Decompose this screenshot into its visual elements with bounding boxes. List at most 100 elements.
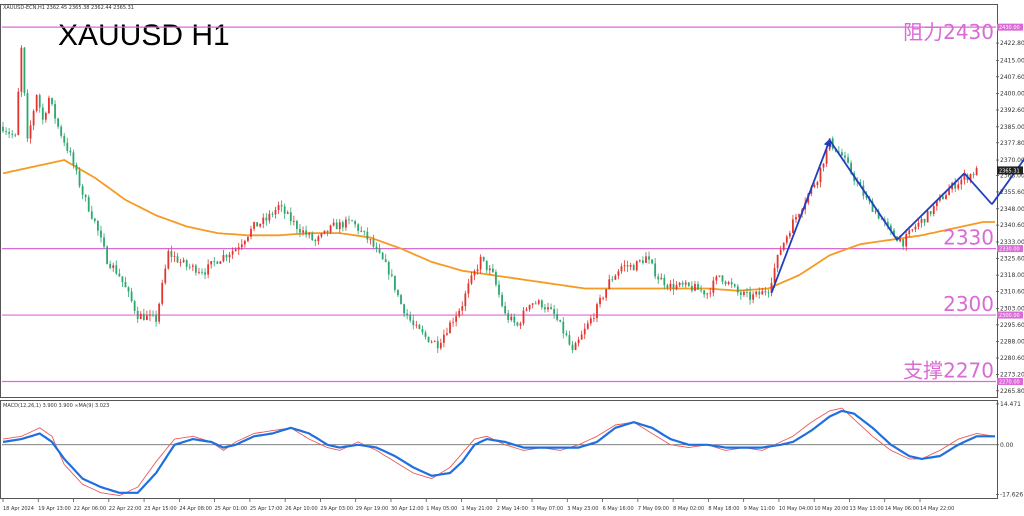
- y-tick-label: 2340.60: [1000, 222, 1024, 229]
- candle-body: [553, 309, 556, 314]
- candle-body: [880, 218, 883, 220]
- candle-body: [534, 303, 537, 305]
- candle-body: [268, 213, 271, 221]
- candle-body: [642, 260, 644, 263]
- level-tag-label-2: 2300.00: [999, 313, 1020, 319]
- y-tick-label: 2407.60: [1000, 74, 1024, 81]
- candle-body: [228, 254, 231, 258]
- candle-body: [957, 184, 960, 189]
- candle-body: [678, 282, 681, 286]
- current-price-tag: [997, 166, 1023, 175]
- candle-body: [234, 249, 237, 252]
- candle-body: [170, 251, 173, 257]
- candle-body: [528, 304, 531, 310]
- y-tick-label: 2288.00: [1000, 339, 1024, 346]
- x-tick-label: 25 Apr 17:00: [250, 506, 283, 512]
- candle-body: [345, 219, 347, 228]
- candle-body: [311, 233, 314, 240]
- level-tag-label-0: 2430.00: [999, 25, 1020, 31]
- candle-body: [911, 229, 914, 231]
- candle-body: [427, 336, 430, 343]
- candle-body: [32, 110, 35, 126]
- candle-body: [589, 318, 592, 324]
- candle-body: [694, 284, 696, 291]
- candle-body: [899, 239, 901, 242]
- candle-body: [531, 303, 534, 305]
- candle-body: [755, 291, 758, 295]
- macd-tick-label: 0.00: [1000, 442, 1014, 449]
- candle-body: [403, 304, 405, 314]
- chart-title: XAUUSD H1: [58, 19, 230, 52]
- x-tick-label: 29 Apr 19:00: [356, 506, 389, 512]
- candle-body: [11, 133, 14, 135]
- candle-body: [191, 265, 194, 267]
- candle-body: [372, 239, 375, 247]
- level-tag-0: [997, 23, 1023, 31]
- candle-body: [914, 226, 917, 230]
- candle-body: [690, 285, 693, 291]
- macd-tick-label: 14.471: [1000, 401, 1021, 408]
- candle-body: [706, 293, 709, 295]
- candle-body: [544, 307, 546, 310]
- candle-body: [194, 265, 197, 273]
- x-tick-label: 8 May 18:00: [708, 506, 739, 512]
- candle-body: [262, 217, 265, 224]
- candle-body: [651, 259, 653, 264]
- x-tick-label: 22 Apr 22:00: [109, 506, 142, 512]
- candle-body: [296, 221, 298, 230]
- candle-body: [623, 265, 626, 267]
- wave-segment: [896, 172, 966, 241]
- price-pane-frame: [0, 4, 998, 398]
- candle-body: [510, 316, 513, 320]
- candle-body: [292, 221, 295, 222]
- candle-body: [586, 323, 589, 329]
- candle-body: [669, 283, 672, 288]
- candle-body: [850, 162, 852, 174]
- candle-body: [259, 223, 262, 227]
- y-tick-label: 2370.00: [1000, 157, 1024, 164]
- candle-body: [8, 132, 11, 134]
- candle-body: [626, 265, 629, 267]
- candle-body: [179, 261, 182, 263]
- candle-body: [788, 233, 791, 237]
- candle-body: [329, 225, 332, 233]
- candle-body: [635, 261, 638, 271]
- candle-body: [317, 236, 320, 242]
- candle-body: [69, 150, 72, 153]
- candle-body: [439, 342, 442, 349]
- candle-body: [384, 259, 387, 262]
- candle-body: [442, 334, 445, 343]
- wave-segment: [963, 172, 993, 205]
- candle-body: [286, 212, 289, 214]
- candle-body: [945, 195, 947, 200]
- candle-body: [507, 313, 510, 320]
- candle-body: [452, 321, 454, 323]
- candle-body: [739, 292, 742, 295]
- candle-body: [167, 251, 170, 269]
- macd-info: MACD(12,26,1) 3.900 3.900 ∞MA(9) 3.023: [3, 403, 109, 409]
- candle-body: [703, 290, 706, 295]
- candle-body: [654, 263, 657, 277]
- x-tick-label: 9 May 11:00: [744, 506, 775, 512]
- candle-body: [106, 246, 108, 265]
- candle-body: [400, 295, 402, 305]
- y-tick-label: 2265.80: [1000, 388, 1024, 395]
- candle-body: [149, 314, 151, 316]
- y-tick-label: 2355.60: [1000, 189, 1024, 196]
- y-tick-label: 2392.60: [1000, 107, 1024, 114]
- candle-body: [718, 275, 721, 277]
- candle-body: [378, 248, 381, 253]
- candle-body: [556, 313, 559, 320]
- candle-body: [504, 306, 507, 314]
- x-tick-label: 7 May 09:00: [638, 506, 669, 512]
- candle-body: [173, 256, 176, 258]
- candle-body: [237, 247, 240, 250]
- y-tick-label: 2310.60: [1000, 289, 1024, 296]
- candle-body: [222, 255, 225, 262]
- candle-body: [57, 118, 60, 127]
- x-tick-label: 26 Apr 10:00: [285, 506, 318, 512]
- candle-body: [871, 201, 874, 212]
- candle-body: [798, 214, 800, 218]
- candle-body: [461, 306, 464, 311]
- candle-body: [26, 93, 29, 139]
